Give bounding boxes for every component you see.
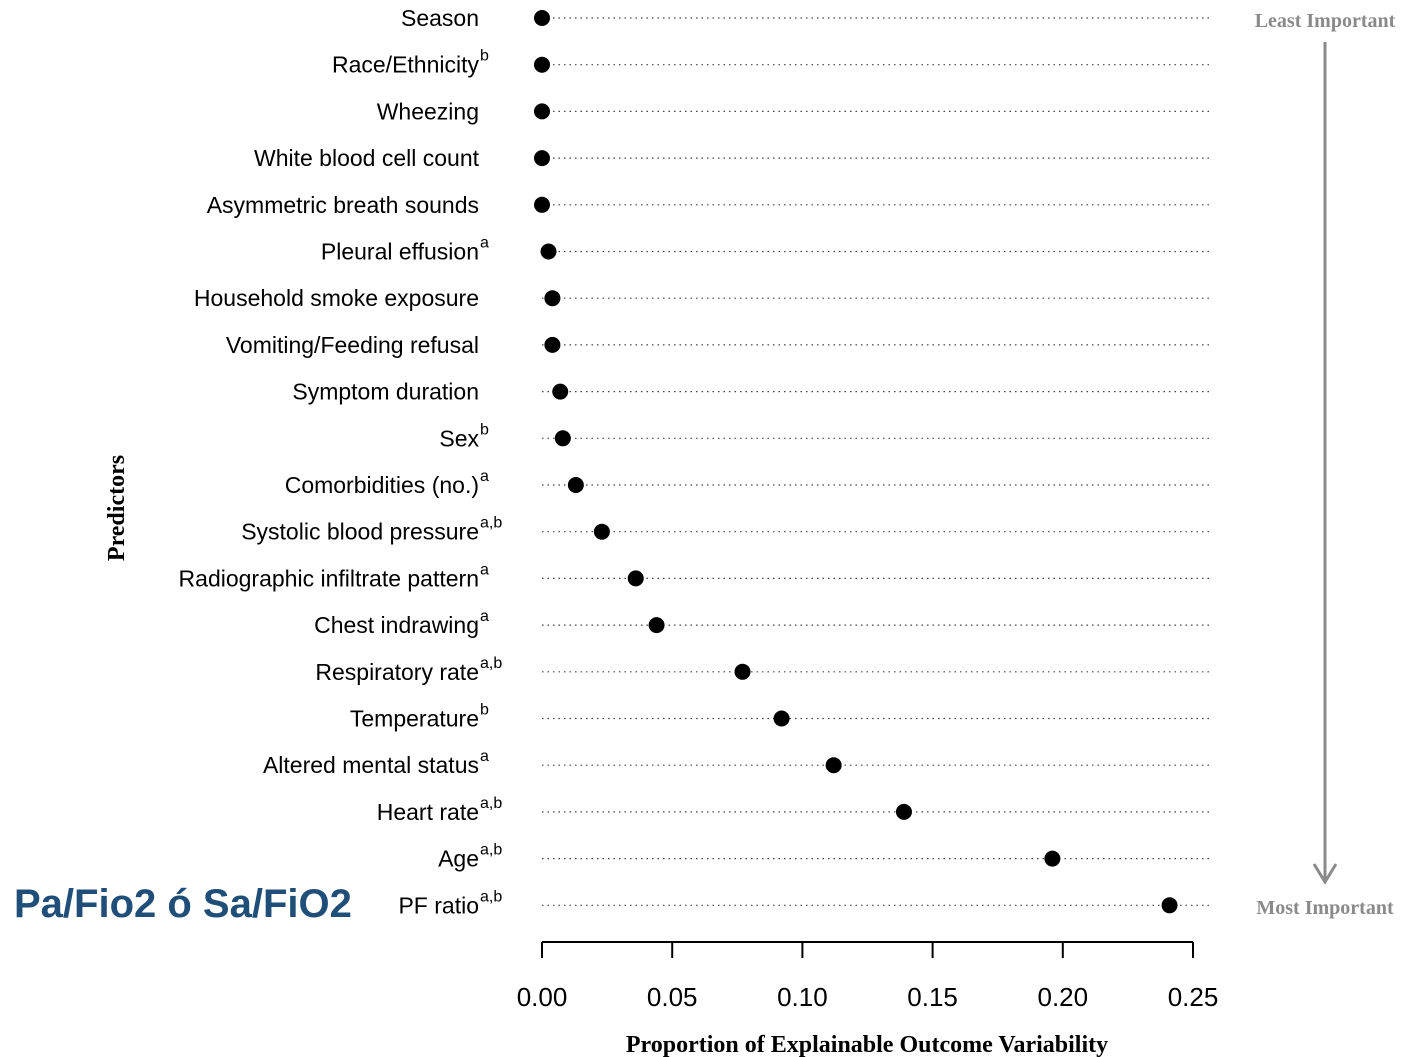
x-tick-label: 0.00 [517, 982, 568, 1012]
overlay-note: Pa/Fio2 ó Sa/FiO2 [14, 882, 352, 926]
predictor-label-superscript: a [480, 468, 489, 485]
data-point [534, 150, 550, 167]
most-important-annotation: Most Important [1256, 897, 1394, 919]
predictor-label-superscript: a [480, 561, 489, 578]
predictor-label: Pleural effusion [321, 239, 479, 265]
data-point [1044, 850, 1061, 867]
data-point [648, 617, 665, 634]
importance-arrow-head [1312, 863, 1338, 885]
data-point [773, 710, 790, 727]
predictor-label-superscript: a,b [480, 515, 502, 532]
y-axis-title: Predictors [104, 455, 130, 561]
data-point [534, 10, 550, 26]
x-tick-label: 0.05 [647, 982, 698, 1012]
x-axis: 0.00 0.05 0.10 0.15 0.20 0.25 [517, 941, 1219, 1012]
predictor-label-superscript: a,b [480, 795, 502, 812]
predictor-label-superscript: b [480, 48, 489, 65]
data-point [554, 430, 571, 447]
predictor-label-superscript: b [480, 702, 489, 719]
predictor-label: Respiratory rate [315, 659, 479, 685]
predictor-label: White blood cell count [254, 145, 480, 171]
least-important-annotation: Least Important [1255, 10, 1396, 32]
data-point [825, 757, 842, 774]
predictor-label-superscript: a [480, 235, 489, 252]
predictor-label: Temperature [350, 706, 479, 732]
predictor-label: Season [401, 5, 479, 31]
predictor-label-superscript: a [480, 608, 489, 625]
predictor-label: Sex [439, 425, 479, 451]
predictor-label-superscript: a,b [480, 888, 502, 905]
data-point [540, 243, 557, 260]
data-point [552, 383, 569, 400]
data-point [593, 523, 610, 540]
predictor-label: Comorbidities (no.) [285, 472, 479, 498]
predictor-label: Asymmetric breath sounds [207, 192, 479, 218]
predictor-label: Race/Ethnicity [332, 52, 480, 78]
predictor-label-superscript: a [480, 748, 489, 765]
predictor-label: Systolic blood pressure [241, 519, 479, 545]
data-point [567, 477, 584, 493]
x-axis-title: Proportion of Explainable Outcome Variab… [626, 1032, 1108, 1057]
predictor-label: Altered mental status [263, 752, 479, 778]
x-tick-label: 0.25 [1168, 982, 1219, 1012]
data-point [534, 56, 550, 73]
data-point [544, 336, 561, 353]
predictor-label: Age [438, 846, 479, 872]
predictor-label: PF ratio [398, 892, 479, 918]
data-point [534, 103, 550, 120]
x-tick-label: 0.10 [777, 982, 828, 1012]
data-point [534, 196, 550, 213]
predictor-label: Symptom duration [292, 379, 479, 405]
predictor-label: Wheezing [377, 98, 479, 124]
data-point [734, 663, 751, 680]
predictor-label-superscript: a,b [480, 842, 502, 859]
predictor-label: Vomiting/Feeding refusal [226, 332, 479, 358]
data-point [895, 803, 912, 820]
predictor-label: Chest indrawing [314, 612, 479, 638]
x-tick-label: 0.15 [907, 982, 958, 1012]
predictor-label-superscript: b [480, 421, 489, 438]
data-point [627, 570, 644, 587]
data-point [1161, 897, 1178, 914]
predictor-label: Household smoke exposure [194, 285, 479, 311]
data-point [544, 290, 561, 307]
predictor-label: Heart rate [377, 799, 479, 825]
predictor-label: Radiographic infiltrate pattern [179, 565, 479, 591]
x-tick-label: 0.20 [1037, 982, 1088, 1012]
predictor-label-superscript: a,b [480, 655, 502, 672]
